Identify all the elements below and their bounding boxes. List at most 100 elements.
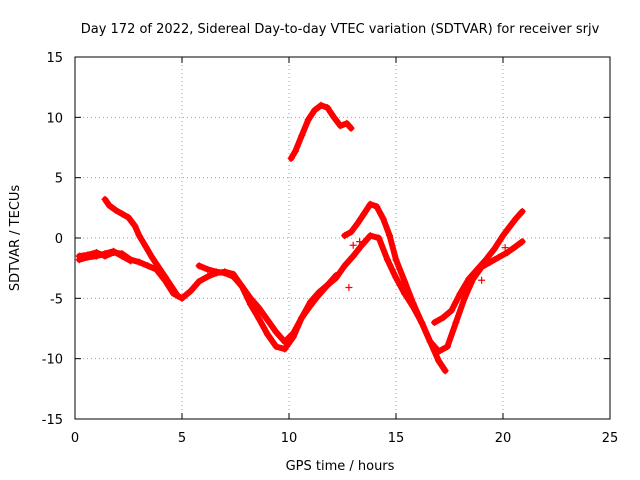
data-point [298,314,306,322]
data-point [341,262,349,270]
series-line [288,102,355,162]
series-line [341,201,449,374]
data-point [311,106,319,114]
data-point [512,215,520,223]
data-point [272,328,280,336]
data-point [343,119,351,127]
data-point [366,200,374,208]
data-point [379,215,387,223]
data-point [486,258,494,266]
data-point [441,367,449,375]
data-point [452,318,460,326]
y-axis-label: SDTVAR / TECUs [8,185,23,292]
data-point [289,329,297,337]
x-axis-label: GPS time / hours [286,459,395,474]
y-tick-label: 15 [46,51,63,66]
data-point [112,206,120,214]
data-point [465,275,473,283]
data-point [347,124,355,132]
data-point [366,232,374,240]
x-tick-label: 15 [388,431,405,446]
data-point [255,315,263,323]
data-points [75,101,526,375]
y-tick-label: 10 [46,111,63,126]
data-point [336,122,344,130]
data-point [473,265,481,273]
data-point [264,316,272,324]
data-point [375,234,383,242]
series-outliers [345,238,509,291]
data-point [349,241,357,249]
y-tick-label: 0 [55,232,63,247]
data-point [505,223,513,231]
series-arc-6 [341,200,449,375]
axis-ticks: 0 5 10 15 20 25 -15 -10 -5 0 5 10 15 [42,51,619,446]
data-point [127,257,135,265]
data-point [386,232,394,240]
data-point [401,277,409,285]
data-point [409,299,417,307]
data-point [383,256,391,264]
data-point [174,292,182,300]
data-point [298,131,306,139]
data-point [347,228,355,236]
data-point [144,262,152,270]
data-point [187,287,195,295]
data-point [135,258,143,266]
data-point [448,306,456,314]
data-point [204,273,212,281]
data-point [306,302,314,310]
data-point [304,116,312,124]
data-point [246,294,254,302]
data-point [392,274,400,282]
data-point [332,271,340,279]
data-point [518,238,526,246]
data-point [512,242,520,250]
series-arc-4 [195,262,340,346]
data-point [460,294,468,302]
data-point [281,338,289,346]
series-arc-2 [101,195,182,300]
data-point [118,252,126,260]
y-tick-label: -15 [42,413,63,428]
data-point [431,318,439,326]
data-point [101,195,109,203]
y-tick-label: -5 [50,292,63,307]
data-point [435,357,443,365]
x-tick-label: 25 [602,431,619,446]
grid-lines [75,57,610,419]
data-point [317,101,325,109]
data-point [443,343,451,351]
y-tick-label: 5 [55,172,63,187]
data-point [360,210,368,218]
data-point [392,256,400,264]
x-tick-label: 0 [71,431,79,446]
data-point [315,291,323,299]
data-point [148,253,156,261]
data-point [482,256,490,264]
data-point [291,147,299,155]
y-tick-label: -10 [42,353,63,368]
data-point [264,331,272,339]
data-point [373,203,381,211]
data-point [490,245,498,253]
data-point [353,220,361,228]
data-point [131,222,139,230]
data-point [439,314,447,322]
data-point [456,290,464,298]
data-point [356,238,364,246]
data-point [499,232,507,240]
data-point [358,241,366,249]
data-point [324,281,332,289]
series-line [102,196,181,299]
data-point [204,265,212,273]
data-point [330,113,338,121]
data-point [501,244,509,252]
series-line [431,208,526,326]
data-point [178,294,186,302]
data-point [341,232,349,240]
data-point [101,250,109,258]
data-point [518,207,526,215]
chart-title: Day 172 of 2022, Sidereal Day-to-day VTE… [81,22,600,37]
